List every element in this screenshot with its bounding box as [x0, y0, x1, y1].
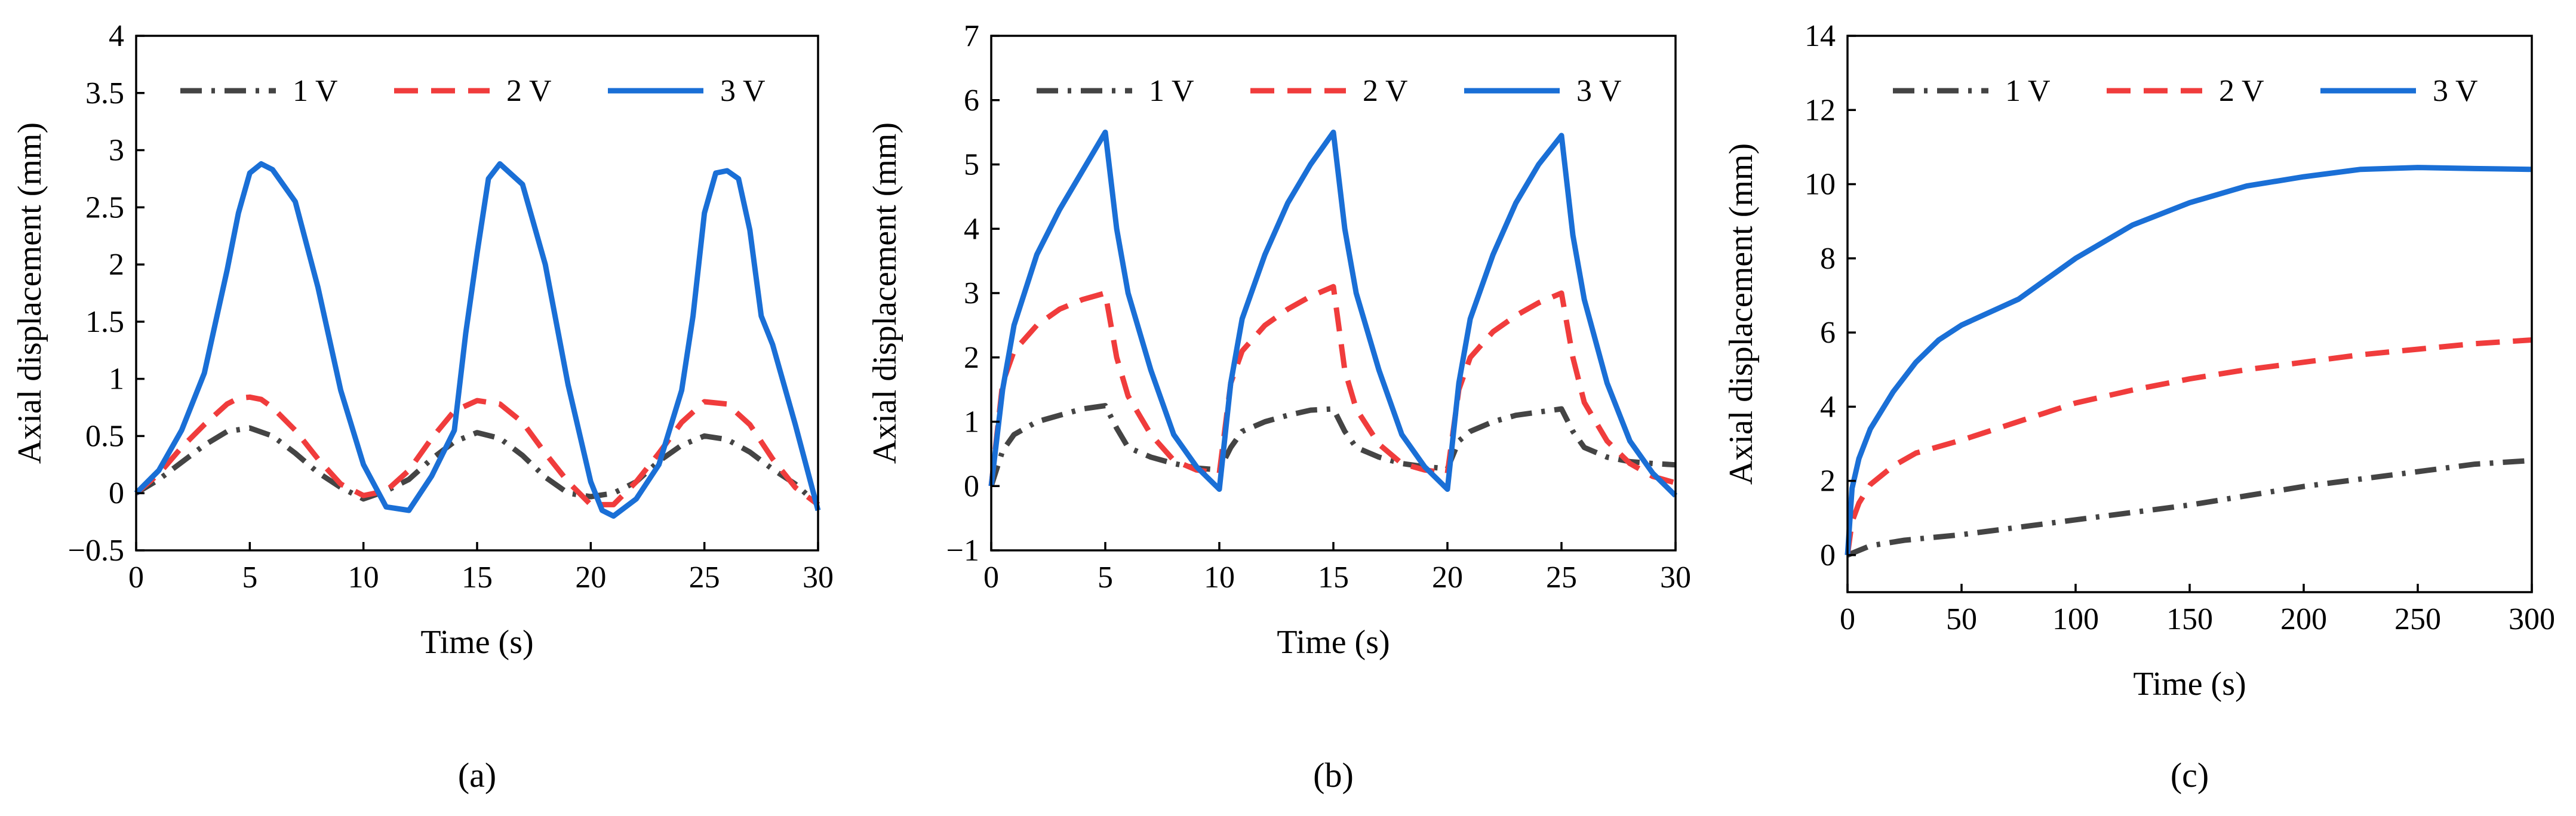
y-tick-label: 0	[964, 469, 979, 503]
series-line-1v	[1846, 457, 2532, 558]
y-tick-label: 6	[1820, 316, 1836, 350]
y-tick-label: 14	[1805, 19, 1836, 53]
y-tick-label: 0	[109, 476, 124, 510]
legend-label-3v: 3 V	[1576, 74, 1622, 108]
y-tick-label: 8	[1820, 242, 1836, 276]
x-tick-label: 150	[2166, 602, 2213, 636]
legend-a: 1 V 2 V 3 V	[180, 74, 766, 108]
legend-label-1v: 1 V	[2005, 74, 2051, 108]
x-tick-label: 0	[128, 561, 144, 595]
y-tick-label: 2	[964, 341, 979, 375]
x-tick-label: 200	[2280, 602, 2327, 636]
legend-c: 1 V 2 V 3 V	[1893, 74, 2478, 108]
x-tick-label: 20	[1432, 561, 1463, 595]
legend-label-2v: 2 V	[1363, 74, 1408, 108]
legend-b: 1 V 2 V 3 V	[1037, 74, 1622, 108]
y-tick-label: 1.5	[85, 305, 124, 339]
x-tick-label: 30	[1660, 561, 1691, 595]
series-line-1v	[134, 425, 820, 507]
x-tick-label: 10	[348, 561, 379, 595]
x-tick-label: 300	[2509, 602, 2555, 636]
y-axis-label-a: Axial displacement (mm)	[11, 122, 48, 464]
x-tick-label: 50	[1946, 602, 1977, 636]
x-tick-label: 25	[689, 561, 720, 595]
x-axis-label-a: Time (s)	[420, 624, 533, 661]
series-group-c	[1845, 165, 2532, 558]
y-tick-label: 3	[964, 276, 979, 310]
y-tick-label: 10	[1805, 168, 1836, 202]
x-tick-label: 30	[803, 561, 834, 595]
x-axis-label-c: Time (s)	[2133, 666, 2246, 703]
series-line-2v	[988, 284, 1677, 486]
legend-label-3v: 3 V	[2433, 74, 2478, 108]
x-tick-label: 20	[575, 561, 606, 595]
y-tick-label: 6	[964, 84, 979, 118]
y-tick-label: 4	[964, 212, 979, 246]
x-axis-label-b: Time (s)	[1277, 624, 1390, 661]
legend-label-1v: 1 V	[293, 74, 338, 108]
legend-label-1v: 1 V	[1149, 74, 1194, 108]
legend-label-2v: 2 V	[2219, 74, 2264, 108]
series-line-3v	[134, 161, 821, 519]
y-tick-label: 12	[1805, 93, 1836, 127]
y-tick-label: 4	[1820, 390, 1836, 424]
series-line-1v	[988, 403, 1676, 487]
panel-caption-c: (c)	[2171, 756, 2209, 795]
y-tick-label: 0.5	[85, 419, 124, 453]
series-line-3v	[1845, 165, 2532, 556]
y-axis-label-b: Axial displacement (mm)	[866, 122, 903, 464]
panel-caption-b: (b)	[1313, 756, 1354, 795]
x-tick-label: 0	[983, 561, 999, 595]
x-tick-label: 15	[1318, 561, 1349, 595]
y-tick-label: 7	[964, 19, 979, 53]
y-tick-label: −1	[946, 534, 979, 568]
series-line-2v	[1845, 337, 2532, 556]
y-tick-label: 3	[109, 134, 124, 168]
y-tick-label: 1	[109, 362, 124, 396]
y-tick-label: 2.5	[85, 190, 124, 224]
series-group-b	[988, 130, 1678, 498]
y-tick-label: 2	[109, 248, 124, 282]
x-tick-label: 10	[1204, 561, 1235, 595]
y-tick-label: 5	[964, 148, 979, 182]
x-tick-label: 0	[1840, 602, 1855, 636]
series-group-a	[134, 161, 821, 519]
x-tick-label: 5	[242, 561, 257, 595]
y-tick-label: 4	[109, 19, 124, 53]
legend-label-2v: 2 V	[506, 74, 552, 108]
y-tick-label: 0	[1820, 538, 1836, 572]
plot-frame	[135, 35, 819, 552]
x-tick-label: 5	[1098, 561, 1113, 595]
plot-frame	[1846, 35, 2533, 593]
legend-label-3v: 3 V	[720, 74, 766, 108]
series-line-3v	[988, 130, 1678, 498]
y-tick-label: −0.5	[68, 534, 124, 568]
y-tick-label: 3.5	[85, 76, 124, 110]
x-tick-label: 100	[2052, 602, 2099, 636]
y-axis-label-c: Axial displacement (mm)	[1723, 143, 1760, 485]
y-tick-label: 2	[1820, 464, 1836, 498]
panel-caption-a: (a)	[458, 756, 496, 795]
x-tick-label: 250	[2394, 602, 2441, 636]
series-line-2v	[134, 394, 820, 507]
y-tick-label: 1	[964, 405, 979, 439]
x-tick-label: 25	[1546, 561, 1577, 595]
x-tick-label: 15	[462, 561, 493, 595]
